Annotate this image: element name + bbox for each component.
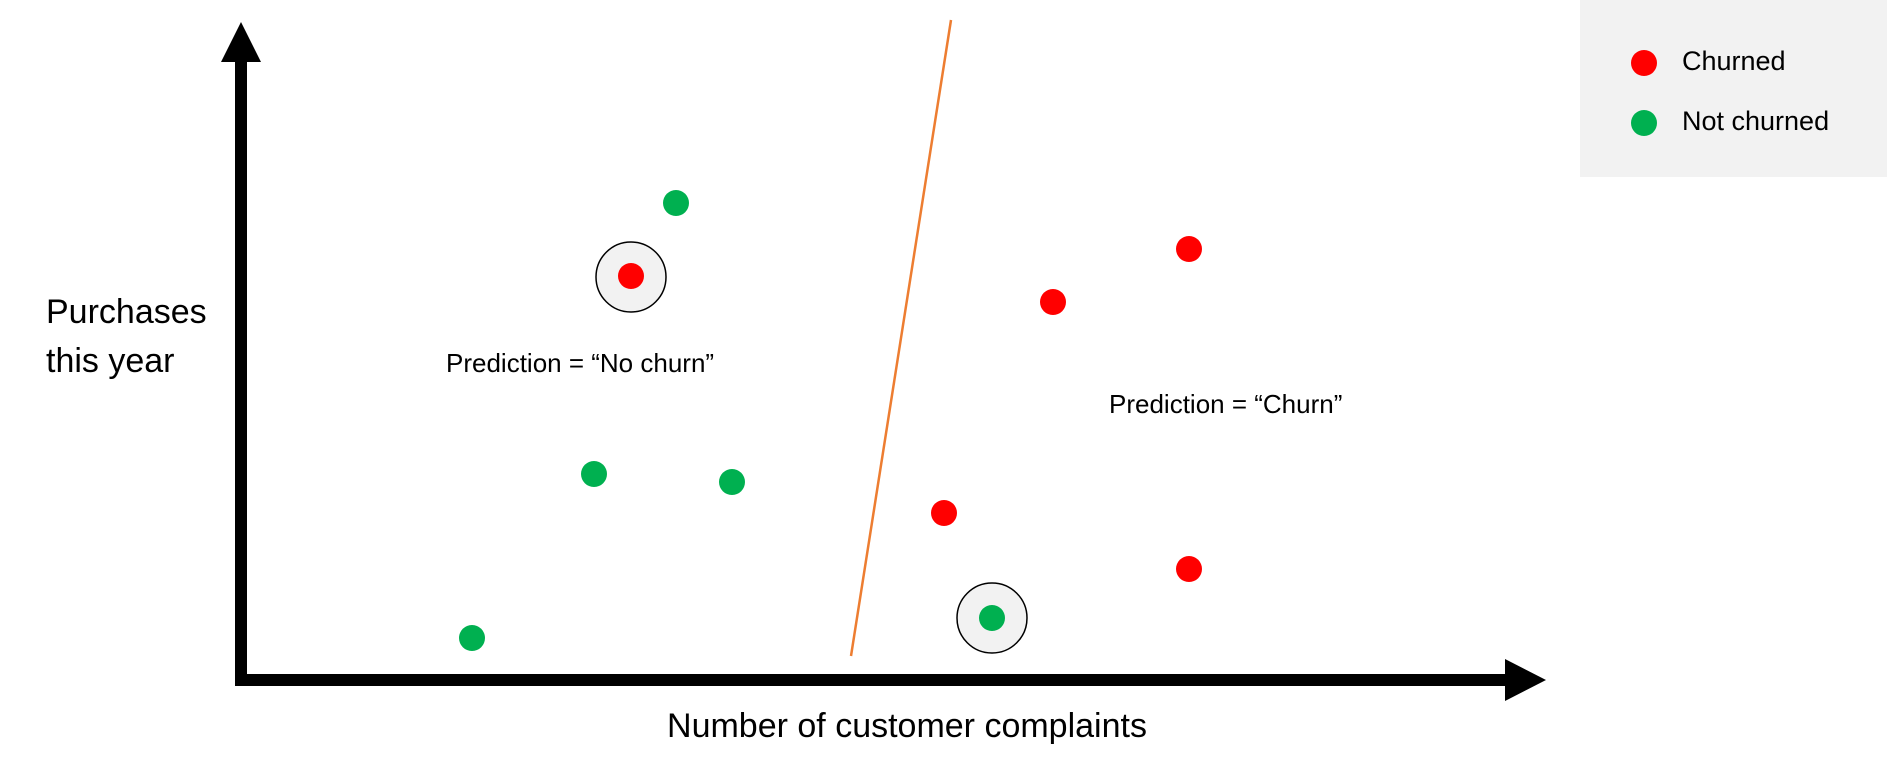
annotation: Prediction = “No churn”: [446, 348, 714, 378]
point: [459, 625, 485, 651]
point: [663, 190, 689, 216]
point: [581, 461, 607, 487]
legend-marker: [1631, 110, 1657, 136]
legend-marker: [1631, 50, 1657, 76]
point: [1176, 556, 1202, 582]
point: [719, 469, 745, 495]
decision-boundary: [849, 19, 953, 657]
point: [618, 263, 644, 289]
y-axis-arrow: [221, 22, 261, 62]
point: [979, 605, 1005, 631]
point: [1040, 289, 1066, 315]
x-axis-arrow: [1505, 659, 1546, 701]
legend-label: Not churned: [1682, 106, 1829, 136]
legend-box: [1580, 0, 1887, 177]
point: [931, 500, 957, 526]
legend-label: Churned: [1682, 46, 1786, 76]
point: [1176, 236, 1202, 262]
annotation: Prediction = “Churn”: [1109, 389, 1342, 419]
y-axis-label: Purchases: [46, 293, 207, 331]
x-axis-label: Number of customer complaints: [667, 707, 1147, 745]
y-axis-label: this year: [46, 342, 175, 380]
